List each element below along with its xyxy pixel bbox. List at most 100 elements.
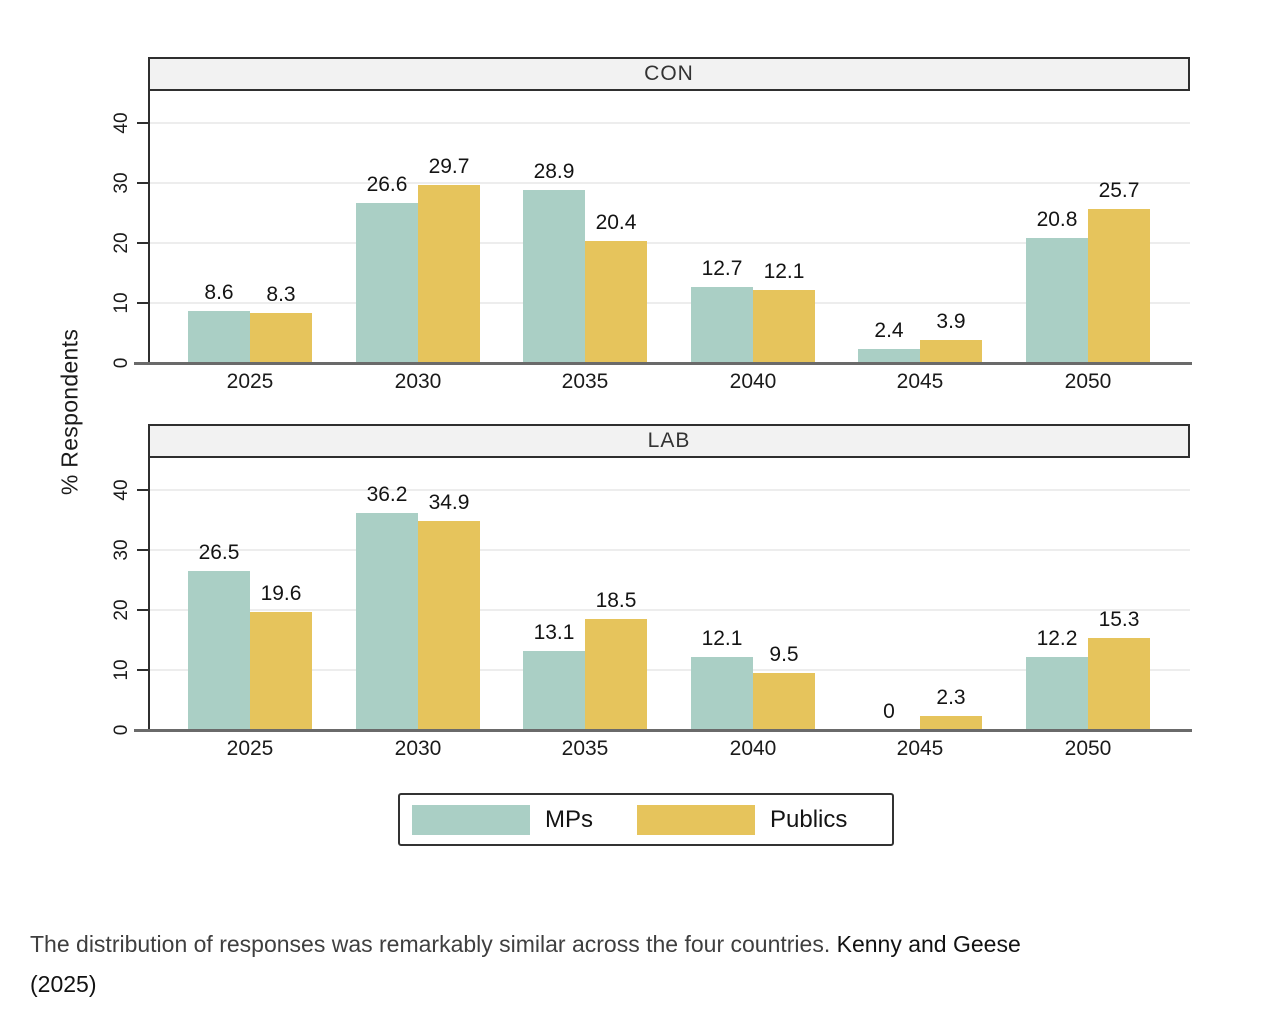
value-label-publics-2040: 9.5: [769, 643, 799, 666]
x-tick-label-2030: 2030: [394, 737, 442, 760]
y-tick-label-0: 0: [111, 724, 132, 736]
value-label-publics-2030: 29.7: [428, 155, 470, 178]
gridline-30: [150, 182, 1190, 184]
y-tick-label-20: 20: [111, 232, 132, 254]
value-label-publics-2035: 18.5: [595, 589, 637, 612]
y-axis-title: % Respondents: [56, 328, 83, 496]
legend-swatch-publics: [637, 804, 755, 835]
value-label-mps-2050: 12.2: [1036, 627, 1078, 650]
bar-mps-2025: [188, 311, 250, 363]
value-label-publics-2050: 15.3: [1098, 608, 1140, 631]
value-label-publics-2040: 12.1: [763, 260, 805, 283]
value-label-mps-2040: 12.7: [701, 257, 743, 280]
legend-label-publics: Publics: [770, 805, 848, 833]
y-tick-30: [137, 549, 148, 551]
bar-mps-2035: [523, 651, 585, 730]
x-tick-label-2050: 2050: [1064, 370, 1112, 393]
value-label-mps-2035: 28.9: [533, 160, 575, 183]
gridline-10: [150, 302, 1190, 304]
y-tick-label-20: 20: [111, 599, 132, 621]
bar-publics-2025: [250, 612, 312, 730]
x-tick-label-2040: 2040: [729, 737, 777, 760]
gridline-10: [150, 669, 1190, 671]
value-label-publics-2045: 3.9: [936, 310, 966, 333]
y-tick-10: [137, 669, 148, 671]
y-tick-label-40: 40: [111, 112, 132, 134]
bar-mps-2050: [1026, 657, 1088, 730]
x-axis-line-con: [134, 362, 1192, 365]
gridline-40: [150, 122, 1190, 124]
value-label-mps-2025: 8.6: [204, 281, 234, 304]
panel-header-con: CON: [148, 57, 1190, 91]
y-tick-20: [137, 242, 148, 244]
x-tick-label-2025: 2025: [226, 737, 274, 760]
gridline-20: [150, 609, 1190, 611]
gridline-40: [150, 489, 1190, 491]
bar-mps-2040: [691, 287, 753, 363]
caption-text: The distribution of responses was remark…: [30, 931, 831, 957]
x-tick-label-2035: 2035: [561, 370, 609, 393]
x-tick-label-2045: 2045: [896, 737, 944, 760]
y-tick-label-40: 40: [111, 479, 132, 501]
x-tick-label-2030: 2030: [394, 370, 442, 393]
bar-mps-2040: [691, 657, 753, 730]
bar-publics-2030: [418, 185, 480, 363]
bar-publics-2035: [585, 619, 647, 730]
bar-publics-2050: [1088, 638, 1150, 730]
y-tick-label-10: 10: [111, 659, 132, 681]
y-tick-label-30: 30: [111, 172, 132, 194]
panel-plot-con: 0 10 20 30 40 2025 8.6 8.3 2030 26.6 29.7 2035 28.9 2…: [111, 91, 1192, 393]
x-tick-label-2025: 2025: [226, 370, 274, 393]
y-tick-40: [137, 122, 148, 124]
value-label-mps-2045: 0: [883, 700, 895, 723]
figure-caption: The distribution of responses was remark…: [30, 924, 1206, 1004]
legend-label-mps: MPs: [545, 805, 593, 833]
value-label-mps-2050: 20.8: [1036, 208, 1078, 231]
caption-source-year: (2025): [30, 971, 97, 997]
legend-box: MPs Publics: [398, 793, 894, 846]
y-tick-label-30: 30: [111, 539, 132, 561]
legend-swatch-mps: [412, 804, 530, 835]
bar-publics-2030: [418, 521, 480, 730]
y-tick-30: [137, 182, 148, 184]
value-label-publics-2035: 20.4: [595, 211, 637, 234]
bar-publics-2025: [250, 313, 312, 363]
panel-plot-lab: 0 10 20 30 40 2025 26.5 19.6 2030 36.2 34.9 2035 13.…: [111, 458, 1192, 760]
bar-publics-2035: [585, 241, 647, 363]
x-tick-label-2045: 2045: [896, 370, 944, 393]
bar-publics-2045: [920, 716, 982, 730]
bar-mps-2035: [523, 190, 585, 363]
y-tick-label-0: 0: [111, 357, 132, 369]
bar-mps-2045: [858, 349, 920, 363]
bar-mps-2025: [188, 571, 250, 730]
value-label-mps-2025: 26.5: [198, 541, 240, 564]
value-label-mps-2045: 2.4: [874, 319, 904, 342]
bar-mps-2030: [356, 513, 418, 730]
x-tick-label-2040: 2040: [729, 370, 777, 393]
value-label-publics-2025: 8.3: [266, 283, 296, 306]
value-label-mps-2035: 13.1: [533, 621, 575, 644]
value-label-mps-2030: 26.6: [366, 173, 408, 196]
bar-publics-2040: [753, 673, 815, 730]
value-label-publics-2045: 2.3: [936, 686, 966, 709]
x-axis-line-lab: [134, 729, 1192, 732]
panel-header-lab: LAB: [148, 424, 1190, 458]
panel-title-lab: LAB: [647, 429, 691, 452]
value-label-mps-2040: 12.1: [701, 627, 743, 650]
bar-publics-2045: [920, 340, 982, 363]
bar-mps-2030: [356, 203, 418, 363]
x-tick-label-2050: 2050: [1064, 737, 1112, 760]
value-label-publics-2025: 19.6: [260, 582, 302, 605]
y-tick-40: [137, 489, 148, 491]
value-label-publics-2050: 25.7: [1098, 179, 1140, 202]
panel-title-con: CON: [644, 62, 694, 85]
y-tick-10: [137, 302, 148, 304]
y-tick-label-10: 10: [111, 292, 132, 314]
caption-source-name: Kenny and Geese: [836, 931, 1021, 957]
x-tick-label-2035: 2035: [561, 737, 609, 760]
value-label-publics-2030: 34.9: [428, 491, 470, 514]
bar-publics-2050: [1088, 209, 1150, 363]
value-label-mps-2030: 36.2: [366, 483, 408, 506]
bar-mps-2050: [1026, 238, 1088, 363]
